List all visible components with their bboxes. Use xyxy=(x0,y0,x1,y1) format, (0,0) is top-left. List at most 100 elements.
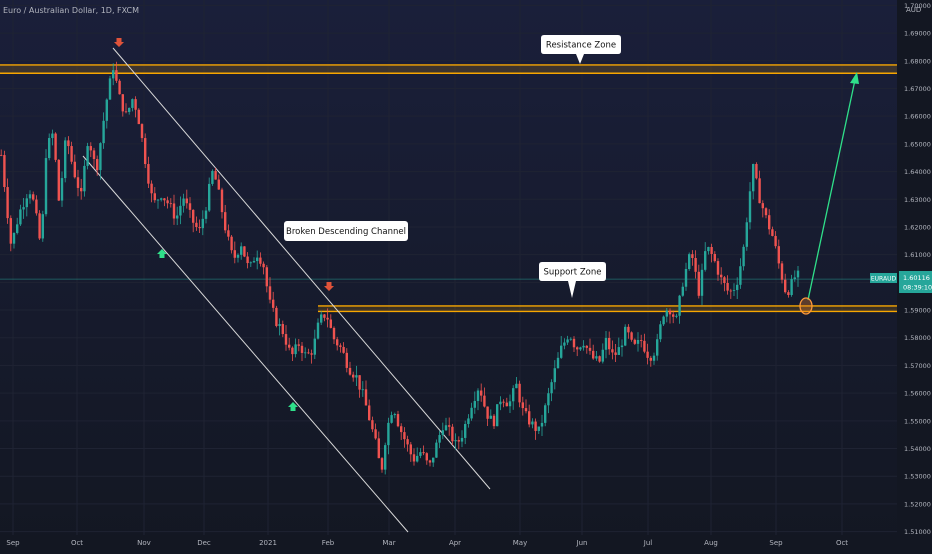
candle-body[interactable] xyxy=(620,345,624,348)
candle-body[interactable] xyxy=(473,400,476,408)
candle-body[interactable] xyxy=(726,282,729,291)
candle-body[interactable] xyxy=(230,236,233,251)
candle-body[interactable] xyxy=(150,183,153,194)
candle-body[interactable] xyxy=(38,213,41,239)
candle-body[interactable] xyxy=(201,218,204,229)
candle-body[interactable] xyxy=(217,179,220,190)
candle-body[interactable] xyxy=(19,209,22,225)
candle-body[interactable] xyxy=(601,349,604,362)
candle-body[interactable] xyxy=(25,198,28,208)
candle-body[interactable] xyxy=(300,345,304,353)
candle-body[interactable] xyxy=(694,258,697,272)
candle-body[interactable] xyxy=(777,246,780,264)
candle-body[interactable] xyxy=(649,357,652,361)
candle-body[interactable] xyxy=(448,425,451,427)
candle-body[interactable] xyxy=(697,271,700,296)
candle-body[interactable] xyxy=(297,344,300,346)
candle-body[interactable] xyxy=(521,402,524,409)
candle-body[interactable] xyxy=(684,269,688,287)
candle-body[interactable] xyxy=(534,421,537,431)
candle-body[interactable] xyxy=(140,124,144,139)
price-axis[interactable]: 1.70000 1.69000 1.68000 1.67000 1.66000 1.650… xyxy=(870,2,932,536)
candle-body[interactable] xyxy=(195,222,198,228)
candle-body[interactable] xyxy=(729,290,732,292)
candle-body[interactable] xyxy=(793,277,796,280)
candle-body[interactable] xyxy=(249,262,252,264)
candle-body[interactable] xyxy=(617,347,620,355)
candle-body[interactable] xyxy=(70,146,73,162)
candle-body[interactable] xyxy=(598,356,601,362)
candle-body[interactable] xyxy=(646,351,649,358)
candle-body[interactable] xyxy=(320,314,323,323)
candle-body[interactable] xyxy=(700,269,704,296)
candle-body[interactable] xyxy=(208,183,211,211)
candle-body[interactable] xyxy=(732,290,736,291)
candle-body[interactable] xyxy=(496,404,499,427)
candle-body[interactable] xyxy=(137,109,140,125)
candle-body[interactable] xyxy=(652,355,656,361)
candle-body[interactable] xyxy=(425,453,428,461)
candle-body[interactable] xyxy=(262,263,265,268)
candle-body[interactable] xyxy=(742,246,745,267)
candle-body[interactable] xyxy=(169,203,172,205)
candle-body[interactable] xyxy=(704,251,707,270)
candle-body[interactable] xyxy=(3,155,6,188)
candle-body[interactable] xyxy=(758,178,761,204)
candle-body[interactable] xyxy=(9,218,12,244)
candle-body[interactable] xyxy=(371,420,374,430)
candle-body[interactable] xyxy=(675,315,678,317)
candle-body[interactable] xyxy=(435,442,438,458)
candle-body[interactable] xyxy=(745,222,748,247)
candle-body[interactable] xyxy=(179,205,182,216)
candle-body[interactable] xyxy=(672,314,675,317)
candle-body[interactable] xyxy=(556,357,560,369)
candle-body[interactable] xyxy=(409,444,412,455)
candle-body[interactable] xyxy=(67,140,70,147)
candle-body[interactable] xyxy=(204,210,208,219)
candle-body[interactable] xyxy=(73,161,76,178)
candle-body[interactable] xyxy=(115,70,118,81)
candle-body[interactable] xyxy=(537,426,540,431)
candle-body[interactable] xyxy=(390,415,393,423)
candle-body[interactable] xyxy=(662,316,665,325)
candle-body[interactable] xyxy=(566,339,569,343)
candle-body[interactable] xyxy=(236,254,240,258)
candle-body[interactable] xyxy=(233,250,236,258)
candle-body[interactable] xyxy=(54,133,57,160)
candle-body[interactable] xyxy=(364,389,368,406)
candle-body[interactable] xyxy=(0,154,3,156)
candle-body[interactable] xyxy=(121,94,124,112)
candle-body[interactable] xyxy=(691,254,694,259)
candle-body[interactable] xyxy=(118,80,121,95)
candle-body[interactable] xyxy=(99,143,102,171)
candle-body[interactable] xyxy=(755,164,758,179)
candle-body[interactable] xyxy=(112,70,115,79)
candle-body[interactable] xyxy=(720,274,723,278)
candle-body[interactable] xyxy=(454,440,457,442)
candle-body[interactable] xyxy=(531,421,534,425)
candle-body[interactable] xyxy=(57,159,60,201)
candle-body[interactable] xyxy=(44,158,48,215)
candle-body[interactable] xyxy=(6,187,9,219)
candle-body[interactable] xyxy=(457,440,460,442)
candle-body[interactable] xyxy=(278,324,281,327)
candle-body[interactable] xyxy=(182,198,185,206)
candle-body[interactable] xyxy=(28,194,32,199)
candle-body[interactable] xyxy=(288,344,291,348)
candle-body[interactable] xyxy=(713,254,716,262)
candle-body[interactable] xyxy=(787,292,790,296)
candle-body[interactable] xyxy=(553,368,556,383)
candle-body[interactable] xyxy=(358,375,361,390)
candle-body[interactable] xyxy=(464,423,467,438)
candle-body[interactable] xyxy=(214,170,217,180)
candle-body[interactable] xyxy=(480,390,483,396)
candle-body[interactable] xyxy=(368,405,371,421)
candle-body[interactable] xyxy=(304,352,307,354)
candle-body[interactable] xyxy=(384,445,387,470)
candle-body[interactable] xyxy=(329,319,332,328)
candle-body[interactable] xyxy=(796,270,800,278)
candle-body[interactable] xyxy=(752,164,755,192)
candle-body[interactable] xyxy=(128,107,131,112)
candle-body[interactable] xyxy=(89,146,92,151)
